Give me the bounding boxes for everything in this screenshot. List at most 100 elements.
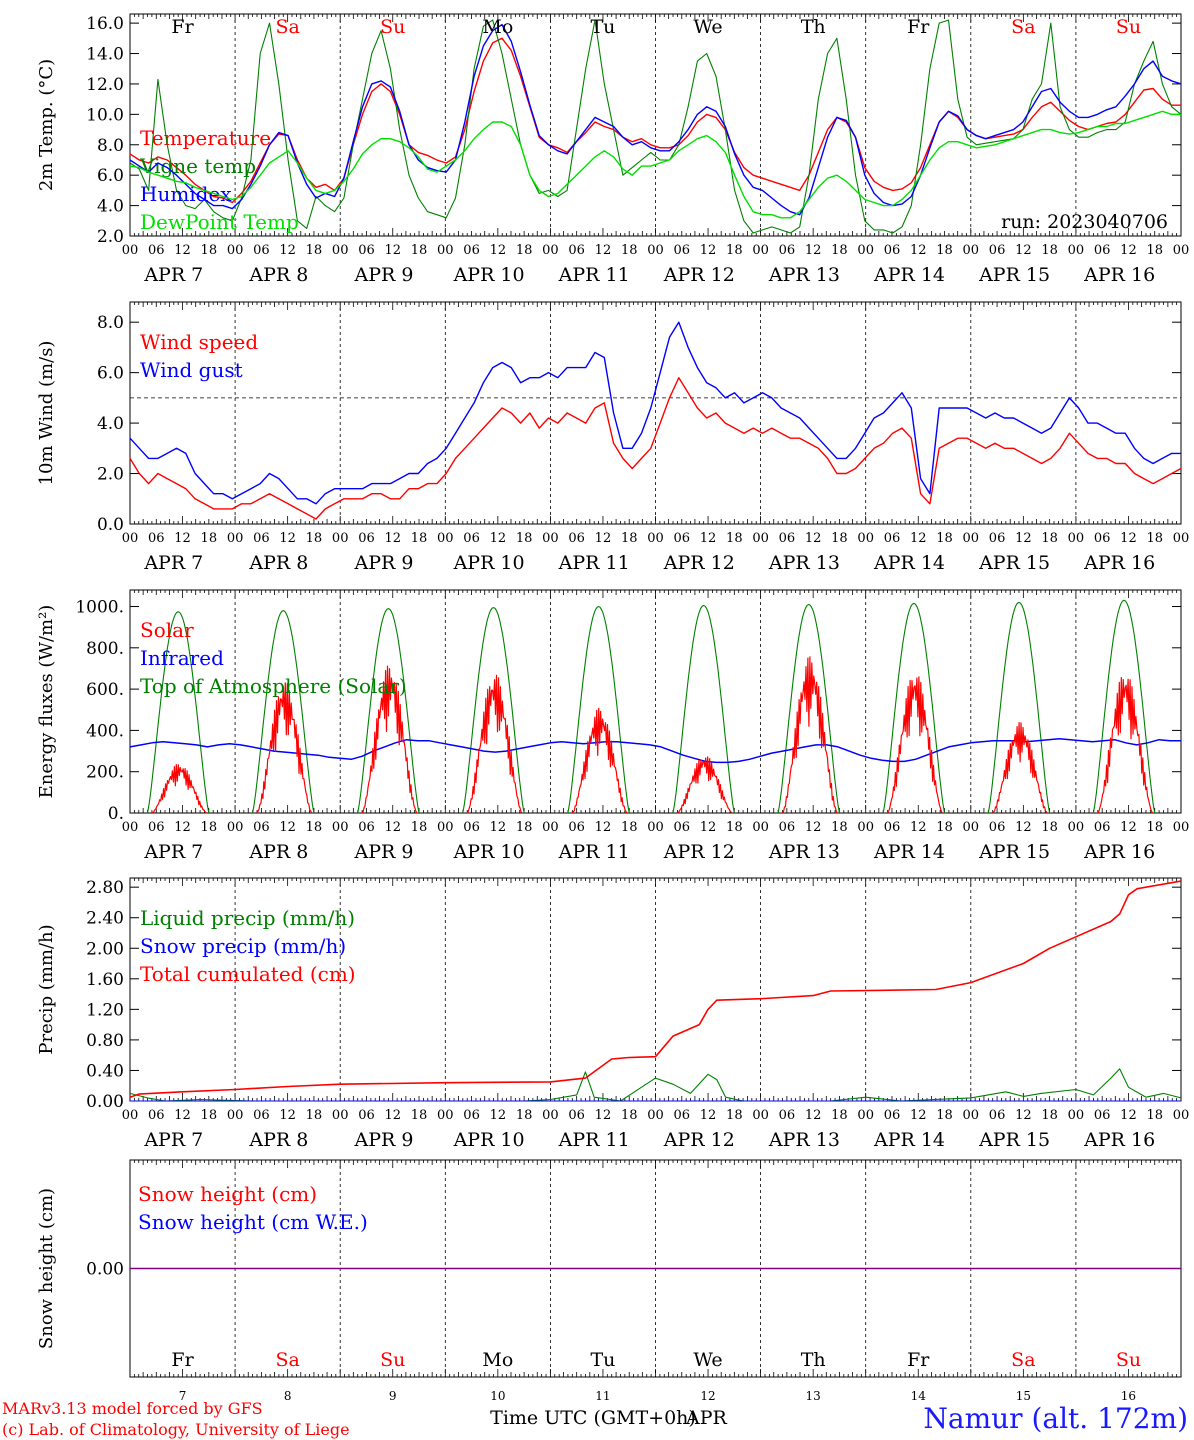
x-hour-label: 00 [1173,531,1190,546]
x-hour-label: 12 [384,1108,401,1123]
x-hour-label: 06 [1094,531,1111,546]
legend-entry: Top of Atmosphere (Solar) [140,674,407,698]
y-tick-label: 14.0 [86,45,124,65]
x-date-label: APR 15 [978,841,1050,863]
toa-solar-curve [672,604,735,814]
y-tick-label: 2.40 [86,909,124,929]
x-hour-label: 00 [857,820,874,835]
x-hour-label: 06 [148,531,165,546]
weekday-label: Tu [590,16,615,38]
x-hour-label: 12 [700,1108,717,1123]
x-hour-label: 00 [752,1108,769,1123]
x-hour-label: 06 [358,820,375,835]
x-hour-label: 00 [437,820,454,835]
legend-entry: Temperature [140,126,271,150]
x-hour-label: 00 [437,1108,454,1123]
x-hour-label: 00 [332,1108,349,1123]
x-hour-label: 12 [1120,1108,1137,1123]
x-hour-label: 06 [253,820,270,835]
x-hour-label: 00 [122,1108,139,1123]
day-number-label: 8 [284,1389,292,1403]
toa-solar-curve [882,602,946,814]
x-hour-label: 18 [936,243,953,258]
x-hour-label: 12 [1015,1108,1032,1123]
x-hour-label: 12 [805,243,822,258]
y-tick-label: 400. [86,721,124,741]
x-hour-label: 18 [936,820,953,835]
x-hour-label: 12 [384,531,401,546]
x-date-label: APR 13 [768,1129,840,1151]
x-hour-label: 12 [174,820,191,835]
y-tick-label: 0.00 [86,1092,124,1112]
weekday-label: Sa [1011,16,1035,38]
x-hour-label: 12 [805,1108,822,1123]
y-tick-label: 0.80 [86,1031,124,1051]
x-date-label: APR 9 [354,552,414,574]
x-date-label: APR 10 [453,1129,525,1151]
x-date-label: APR 13 [768,552,840,574]
run-label: run: 2023040706 [1001,211,1168,233]
x-hour-label: 00 [542,531,559,546]
x-hour-label: 00 [332,820,349,835]
x-date-label: APR 9 [354,841,414,863]
x-hour-label: 12 [1120,820,1137,835]
weekday-label: Sa [275,1349,299,1371]
x-hour-label: 06 [463,820,480,835]
x-hour-label: 06 [1094,820,1111,835]
solar-curve [256,682,313,814]
y-tick-label: 800. [86,639,124,659]
weekday-label: Su [1116,16,1141,38]
x-hour-label: 18 [1146,531,1163,546]
y-tick-label: 8.0 [97,313,124,333]
x-hour-label: 06 [568,243,585,258]
x-hour-label: 18 [621,820,638,835]
x-hour-label: 06 [884,531,901,546]
x-hour-label: 00 [542,1108,559,1123]
x-date-label: APR 10 [453,552,525,574]
day-number-label: 14 [911,1389,927,1403]
x-hour-label: 12 [279,531,296,546]
x-hour-label: 06 [148,820,165,835]
x-hour-label: 00 [1173,1108,1190,1123]
x-date-label: APR 11 [558,1129,630,1151]
weekday-label: Sa [275,16,299,38]
x-date-label: APR 9 [354,1129,414,1151]
weekday-label: Fr [907,1349,930,1371]
x-hour-label: 00 [752,820,769,835]
solar-curve [887,676,943,814]
x-hour-label: 00 [227,1108,244,1123]
x-hour-label: 00 [542,243,559,258]
x-hour-label: 06 [463,531,480,546]
legend-entry: Total cumulated (cm) [140,962,356,986]
weekday-label: Th [801,1349,826,1371]
station-label: Namur (alt. 172m) [923,1402,1188,1435]
day-number-label: 15 [1016,1389,1031,1403]
weekday-label: Fr [171,1349,194,1371]
day-number-label: 13 [806,1389,821,1403]
y-tick-label: 2.00 [86,939,124,959]
x-hour-label: 00 [647,1108,664,1123]
x-hour-label: 12 [700,820,717,835]
weekday-label: We [693,1349,722,1371]
x-hour-label: 18 [621,531,638,546]
x-hour-label: 06 [779,531,796,546]
x-date-label: APR 16 [1083,841,1155,863]
legend-entry: Snow precip (mm/h) [140,934,346,958]
solar-curve [466,674,523,814]
x-date-label: APR 8 [248,552,308,574]
x-hour-label: 18 [1041,243,1058,258]
weekday-label: Su [1116,1349,1141,1371]
x-date-label: APR 12 [663,264,735,286]
x-hour-label: 00 [437,243,454,258]
x-hour-label: 00 [752,531,769,546]
x-date-label: APR 12 [663,1129,735,1151]
x-hour-label: 06 [358,1108,375,1123]
x-hour-label: 06 [253,243,270,258]
wind-series-line [129,377,1182,520]
y-axis-label: Energy fluxes (W/m²) [36,605,57,799]
x-hour-label: 12 [595,531,612,546]
x-hour-label: 12 [490,820,507,835]
x-hour-label: 12 [490,531,507,546]
x-hour-label: 18 [306,243,323,258]
solar-curve [361,665,418,814]
